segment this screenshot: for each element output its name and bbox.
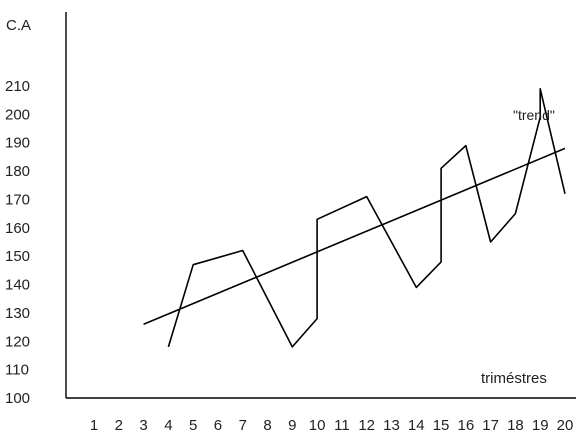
y-tick-label: 130 bbox=[5, 305, 30, 322]
x-tick-label: 9 bbox=[288, 417, 296, 434]
x-tick-label: 7 bbox=[239, 417, 247, 434]
x-tick-label: 15 bbox=[433, 417, 450, 434]
y-tick-labels: 100 110 120 130 140 150 160 170 180 190 200 210 bbox=[5, 78, 30, 407]
x-tick-label: 5 bbox=[189, 417, 197, 434]
y-tick-label: 170 bbox=[5, 191, 30, 208]
trend-line bbox=[143, 147, 566, 326]
x-tick-label: 2 bbox=[115, 417, 123, 434]
y-tick-label: 120 bbox=[5, 333, 30, 350]
sales-series-line bbox=[167, 88, 566, 348]
y-tick-label: 110 bbox=[5, 362, 29, 379]
x-tick-label: 17 bbox=[482, 417, 499, 434]
y-tick-label: 160 bbox=[5, 220, 30, 237]
y-tick-label: 100 bbox=[5, 390, 30, 407]
y-tick-label: 210 bbox=[5, 78, 30, 95]
x-tick-label: 16 bbox=[457, 417, 474, 434]
trend-label: "trend" bbox=[513, 107, 555, 123]
x-tick-label: 3 bbox=[139, 417, 147, 434]
x-tick-label: 8 bbox=[263, 417, 271, 434]
x-tick-label: 14 bbox=[408, 417, 425, 434]
x-tick-labels: 1 2 3 4 5 6 7 8 9 10 11 12 13 14 15 16 17 18 19 20 bbox=[90, 417, 574, 434]
x-tick-label: 12 bbox=[358, 417, 375, 434]
x-tick-label: 13 bbox=[383, 417, 400, 434]
x-tick-label: 11 bbox=[334, 417, 350, 434]
y-tick-label: 150 bbox=[5, 248, 30, 265]
series-lines bbox=[143, 88, 566, 348]
x-tick-label: 1 bbox=[90, 417, 98, 434]
y-tick-label: 180 bbox=[5, 163, 30, 180]
x-tick-label: 19 bbox=[532, 417, 549, 434]
y-tick-label: 200 bbox=[5, 106, 30, 123]
x-tick-label: 18 bbox=[507, 417, 524, 434]
x-axis-label: triméstres bbox=[481, 370, 547, 387]
y-tick-label: 190 bbox=[5, 135, 30, 152]
x-tick-label: 10 bbox=[309, 417, 326, 434]
x-tick-label: 4 bbox=[164, 417, 172, 434]
y-axis-label: C.A bbox=[6, 17, 31, 34]
x-tick-label: 6 bbox=[214, 417, 222, 434]
y-tick-label: 140 bbox=[5, 277, 30, 294]
x-tick-label: 20 bbox=[557, 417, 574, 434]
